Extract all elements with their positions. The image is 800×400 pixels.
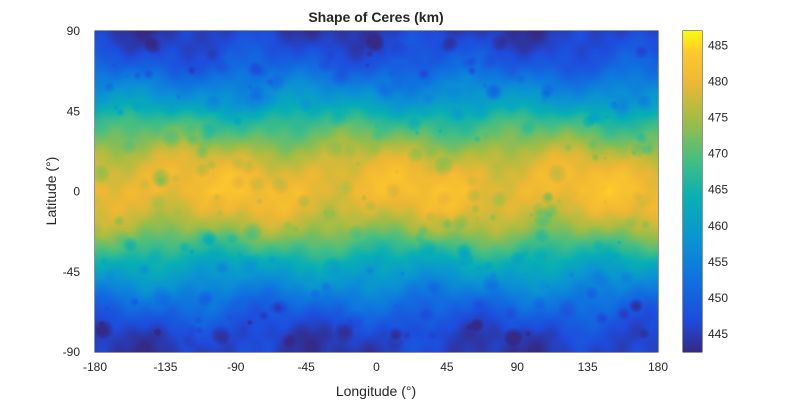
y-tick-label: 45 bbox=[67, 104, 81, 118]
colorbar-axis: 445 450 455 460 465 470 475 480 485 bbox=[683, 38, 728, 341]
x-tick-label: 180 bbox=[648, 360, 668, 374]
colorbar-tick-label: 450 bbox=[708, 291, 728, 305]
x-axis: -180 -135 -90 -45 0 45 90 135 180 bbox=[83, 31, 668, 374]
colorbar-tick-label: 485 bbox=[708, 38, 728, 52]
y-tick-label: 90 bbox=[67, 24, 81, 38]
x-tick-label: -180 bbox=[83, 360, 107, 374]
y-tick-label: 0 bbox=[73, 185, 80, 199]
y-axis-label: Latitude (°) bbox=[43, 157, 59, 226]
y-tick-label: -90 bbox=[63, 345, 81, 359]
x-tick-label: 135 bbox=[578, 360, 598, 374]
colorbar-tick-label: 475 bbox=[708, 111, 728, 125]
x-tick-label: 90 bbox=[511, 360, 525, 374]
chart-title: Shape of Ceres (km) bbox=[308, 9, 443, 25]
x-tick-label: -90 bbox=[227, 360, 245, 374]
x-axis-label: Longitude (°) bbox=[336, 383, 416, 399]
x-tick-label: 45 bbox=[440, 360, 454, 374]
x-tick-label: -45 bbox=[297, 360, 315, 374]
heatmap-surface bbox=[95, 31, 658, 352]
colorbar-tick-label: 465 bbox=[708, 183, 728, 197]
y-tick-label: -45 bbox=[63, 265, 81, 279]
colorbar-tick-label: 445 bbox=[708, 327, 728, 341]
colorbar-tick-label: 470 bbox=[708, 147, 728, 161]
colorbar-tick-label: 455 bbox=[708, 255, 728, 269]
colorbar-tick-label: 460 bbox=[708, 219, 728, 233]
colorbar-tick-label: 480 bbox=[708, 74, 728, 88]
colorbar bbox=[683, 31, 702, 352]
x-tick-label: -135 bbox=[153, 360, 177, 374]
x-tick-label: 0 bbox=[373, 360, 380, 374]
